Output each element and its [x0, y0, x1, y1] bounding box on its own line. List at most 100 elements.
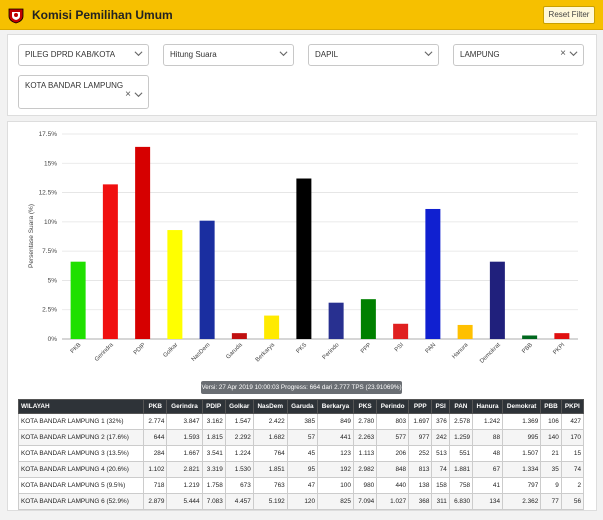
table-row[interactable]: KOTA BANDAR LAMPUNG 1 (32%) 2.774 3.847 3.1…: [17, 413, 585, 430]
vote-share-bar-chart: 0% 2.5% 5% 7.5% 10% 12.5% 15% 17.5% PKB Gerindra…: [28, 131, 578, 365]
vote-cell: 5.192: [252, 493, 288, 510]
version-progress-badge: Versi: 27 Apr 2019 10:00:03 Progress: 66…: [201, 381, 402, 394]
vote-cell: 2.821: [166, 461, 203, 478]
chevron-down-icon: [134, 51, 143, 57]
region-cell: KOTA BANDAR LAMPUNG 5 (9.5%): [17, 477, 145, 494]
vote-cell: 1.224: [224, 445, 254, 462]
vote-cell: 1.758: [201, 477, 226, 494]
vote-cell: 7.083: [201, 493, 226, 510]
vote-cell: 7.094: [352, 493, 378, 510]
vote-cell: 1.334: [502, 461, 542, 478]
bar-psi[interactable]: [393, 323, 409, 339]
column-header[interactable]: PDIP: [201, 399, 226, 414]
y-tick-label: 12.5%: [39, 190, 58, 197]
vote-cell: 1.667: [166, 445, 203, 462]
bar-pdip[interactable]: [135, 146, 151, 339]
vote-cell: 797: [502, 477, 542, 494]
vote-cell: 3.162: [201, 413, 226, 430]
vote-cell: 2.422: [252, 413, 288, 430]
bar-pks[interactable]: [296, 178, 312, 339]
table-row[interactable]: KOTA BANDAR LAMPUNG 2 (17.6%) 644 1.593 1.8…: [17, 429, 585, 446]
vote-cell: 1.697: [408, 413, 433, 430]
province-value: LAMPUNG: [460, 50, 500, 59]
vote-cell: 1.881: [448, 461, 474, 478]
bar-berkarya[interactable]: [264, 315, 280, 339]
vote-cell: 1.102: [143, 461, 168, 478]
vote-cell: 764: [252, 445, 288, 462]
vote-cell: 1.027: [376, 493, 410, 510]
column-header[interactable]: PAN: [448, 399, 474, 414]
table-header-row: WILAYAH PKB Gerindra PDIP Golkar NasDem Garuda…: [17, 399, 585, 414]
table-row[interactable]: KOTA BANDAR LAMPUNG 4 (20.6%) 1.102 2.821 3…: [17, 461, 585, 478]
bar-pkb[interactable]: [70, 261, 86, 339]
bar-demokrat[interactable]: [489, 261, 505, 339]
y-tick-label: 10%: [44, 219, 57, 226]
vote-cell: 35: [540, 461, 562, 478]
vote-cell: 77: [540, 493, 562, 510]
election-type-select[interactable]: PILEG DPRD KAB/KOTA: [18, 44, 149, 66]
x-tick-label: PDIP: [133, 342, 147, 356]
vote-cell: 440: [376, 477, 410, 494]
vote-cell: 2.982: [352, 461, 378, 478]
vote-cell: 9: [540, 477, 562, 494]
city-select[interactable]: KOTA BANDAR LAMPUNG ×: [18, 75, 149, 109]
bar-hanura[interactable]: [457, 324, 473, 339]
region-cell: KOTA BANDAR LAMPUNG 2 (17.6%): [17, 429, 145, 446]
column-header[interactable]: WILAYAH: [17, 399, 145, 414]
column-header[interactable]: Berkarya: [317, 399, 354, 414]
bar-golkar[interactable]: [167, 230, 183, 339]
table-row[interactable]: KOTA BANDAR LAMPUNG 6 (52.9%) 2.879 5.444 7…: [17, 493, 585, 510]
vote-cell: 995: [502, 429, 542, 446]
vote-cell: 2.780: [352, 413, 378, 430]
bar-pan[interactable]: [425, 208, 441, 339]
x-tick-label: PSI: [394, 342, 405, 353]
vote-cell: 848: [376, 461, 410, 478]
kpu-logo-icon: [8, 8, 24, 24]
bar-pkpi[interactable]: [554, 333, 570, 339]
vote-cell: 758: [448, 477, 474, 494]
vote-cell: 849: [317, 413, 354, 430]
chevron-down-icon: [569, 51, 578, 57]
column-header[interactable]: PPP: [408, 399, 433, 414]
clear-icon[interactable]: ×: [125, 89, 131, 100]
vote-cell: 4.457: [224, 493, 254, 510]
column-header[interactable]: Perindo: [376, 399, 410, 414]
vote-cell: 311: [431, 493, 450, 510]
vote-cell: 170: [560, 429, 585, 446]
table-row[interactable]: KOTA BANDAR LAMPUNG 5 (9.5%) 718 1.219 1.75…: [17, 477, 585, 494]
column-header[interactable]: Hanura: [472, 399, 504, 414]
count-mode-select[interactable]: Hitung Suara: [163, 44, 294, 66]
column-header[interactable]: PKS: [352, 399, 378, 414]
column-header[interactable]: Golkar: [224, 399, 254, 414]
x-tick-label: Perindo: [322, 342, 341, 361]
column-header[interactable]: Garuda: [286, 399, 319, 414]
vote-cell: 2.774: [143, 413, 168, 430]
vote-cell: 376: [431, 413, 450, 430]
vote-cell: 140: [540, 429, 562, 446]
province-select[interactable]: LAMPUNG ×: [453, 44, 584, 66]
column-header[interactable]: NasDem: [252, 399, 288, 414]
bar-pbb[interactable]: [522, 335, 538, 339]
bar-nasdem[interactable]: [199, 220, 215, 339]
x-tick-label: Berkarya: [255, 342, 277, 364]
column-header[interactable]: Demokrat: [502, 399, 542, 414]
vote-cell: 2.578: [448, 413, 474, 430]
column-header[interactable]: PBB: [540, 399, 562, 414]
election-type-value: PILEG DPRD KAB/KOTA: [25, 50, 116, 59]
bar-garuda[interactable]: [231, 333, 247, 339]
level-select[interactable]: DAPIL: [308, 44, 439, 66]
bar-gerindra[interactable]: [102, 184, 118, 339]
column-header[interactable]: Gerindra: [166, 399, 203, 414]
clear-icon[interactable]: ×: [560, 48, 566, 59]
column-header[interactable]: PSI: [431, 399, 450, 414]
results-table: WILAYAH PKB Gerindra PDIP Golkar NasDem Garuda…: [17, 399, 585, 510]
column-header[interactable]: PKPI: [560, 399, 585, 414]
column-header[interactable]: PKB: [143, 399, 168, 414]
reset-filter-button[interactable]: Reset Filter: [543, 6, 595, 24]
bar-perindo[interactable]: [328, 302, 344, 339]
vote-cell: 368: [408, 493, 433, 510]
bar-ppp[interactable]: [360, 299, 376, 339]
vote-cell: 1.593: [166, 429, 203, 446]
vote-cell: 427: [560, 413, 585, 430]
table-row[interactable]: KOTA BANDAR LAMPUNG 3 (13.5%) 284 1.667 3.5…: [17, 445, 585, 462]
